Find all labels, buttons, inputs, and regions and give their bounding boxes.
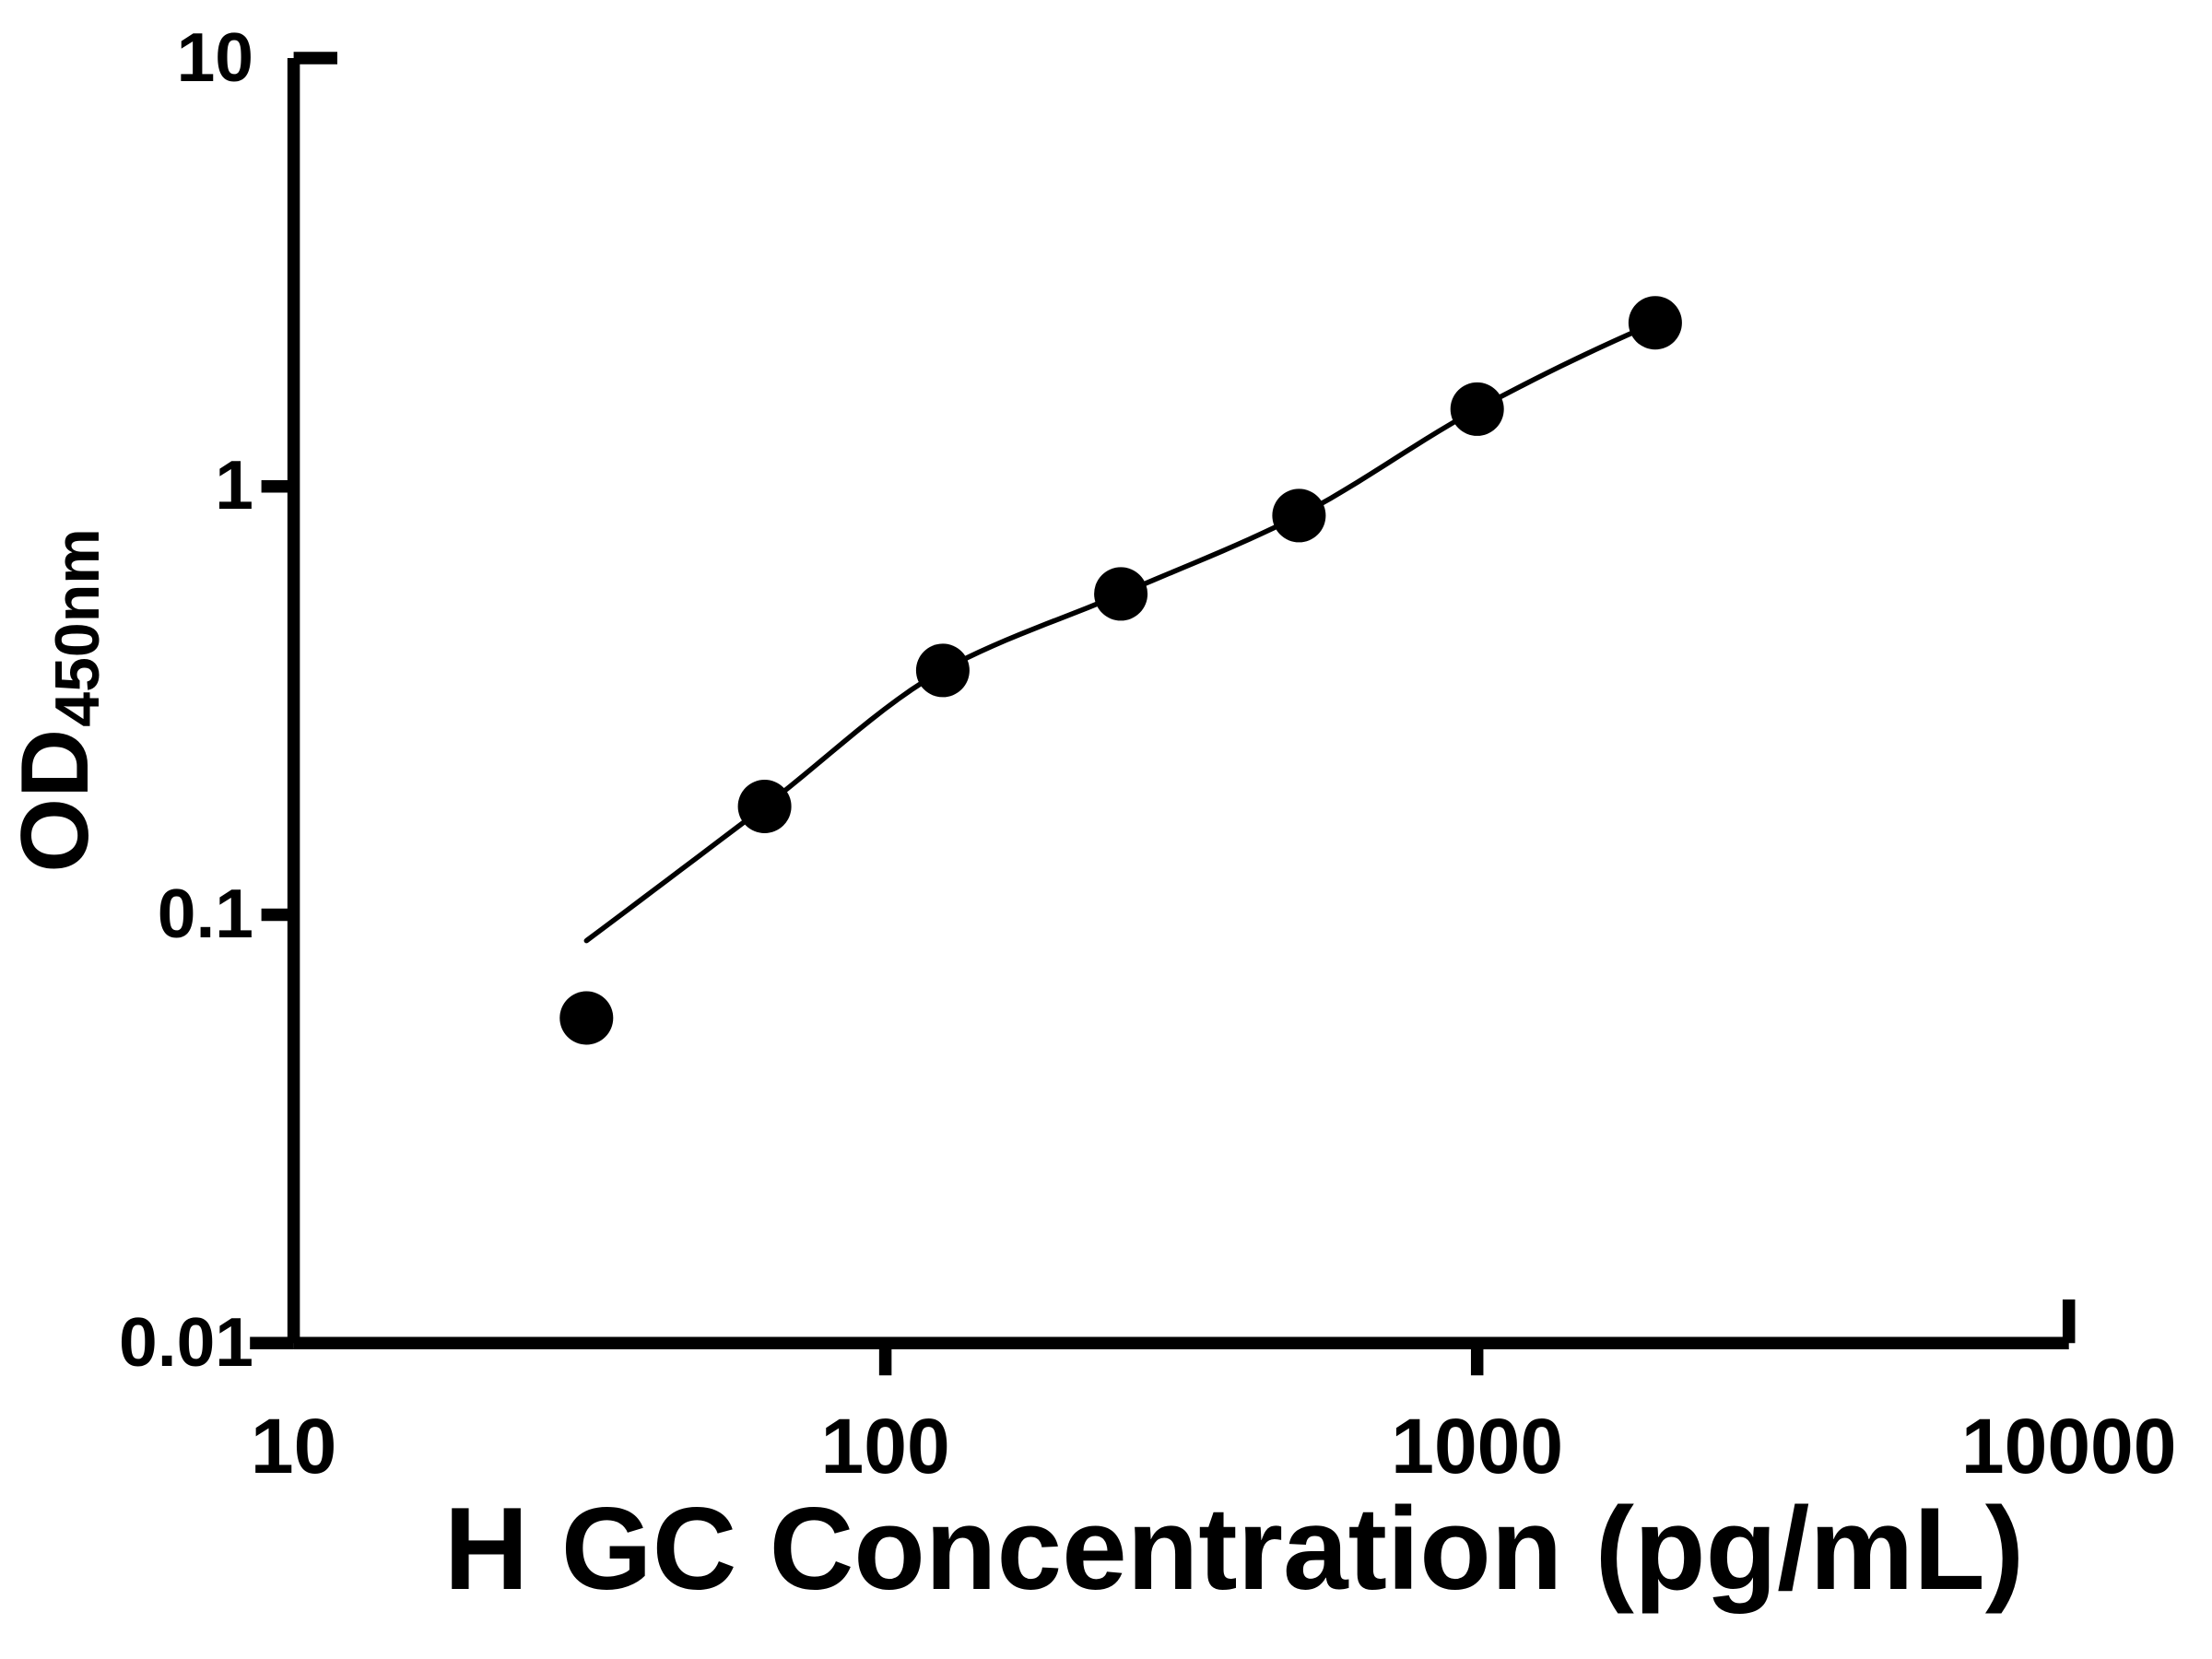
svg-text:1000: 1000 — [1391, 1403, 1563, 1489]
svg-text:10: 10 — [251, 1403, 336, 1489]
svg-text:0.1: 0.1 — [158, 875, 253, 952]
svg-text:OD450nm: OD450nm — [2, 528, 112, 872]
svg-text:1: 1 — [215, 446, 253, 524]
svg-text:100: 100 — [821, 1403, 950, 1489]
svg-text:10000: 10000 — [1961, 1403, 2177, 1489]
svg-text:H GC Concentration (pg/mL): H GC Concentration (pg/mL) — [444, 1483, 2024, 1614]
svg-text:10: 10 — [177, 18, 253, 96]
svg-text:0.01: 0.01 — [119, 1303, 253, 1381]
